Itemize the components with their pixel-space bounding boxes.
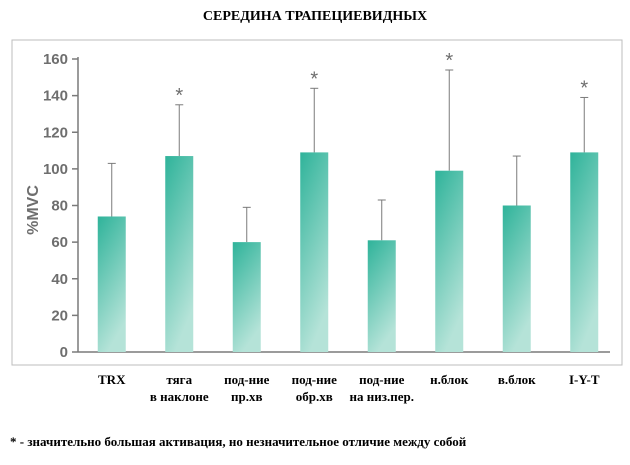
bar xyxy=(502,205,531,352)
y-tick-label: 140 xyxy=(43,88,68,105)
y-tick-label: 100 xyxy=(43,161,68,178)
category-label: в.блок xyxy=(498,372,536,387)
y-tick-label: 20 xyxy=(51,307,68,324)
significance-marker: * xyxy=(445,50,453,72)
y-tick-label: 120 xyxy=(43,124,68,141)
chart-title: СЕРЕДИНА ТРАПЕЦИЕВИДНЫХ xyxy=(202,9,428,24)
category-label: под-ние xyxy=(224,372,270,387)
bar xyxy=(300,152,329,352)
significance-marker: * xyxy=(580,77,588,99)
y-axis-label: %MVC xyxy=(25,185,42,235)
bar xyxy=(367,240,396,352)
category-label: в наклоне xyxy=(150,389,209,404)
y-tick-label: 40 xyxy=(51,271,68,288)
significance-marker: * xyxy=(175,85,183,107)
significance-marker: * xyxy=(310,68,318,90)
bars: * * * * xyxy=(97,50,599,352)
category-label: обр.хв xyxy=(296,389,333,404)
bar xyxy=(570,152,599,352)
bar xyxy=(435,170,464,352)
y-tick-label: 0 xyxy=(60,344,68,361)
bar xyxy=(165,156,194,352)
y-tick-label: 80 xyxy=(51,198,68,215)
y-tick-label: 160 xyxy=(43,51,68,68)
axes: 0 20 40 60 80 100 120 140 160 xyxy=(43,51,610,361)
bar xyxy=(97,216,126,352)
footnote: * - значительно большая активация, но не… xyxy=(10,434,467,449)
category-label: н.блок xyxy=(430,372,469,387)
category-labels: TRX тяга в наклоне под-ние пр.хв под-ние обр.х… xyxy=(98,372,600,404)
category-label: пр.хв xyxy=(231,389,263,404)
y-tick-label: 60 xyxy=(51,234,68,251)
category-label: под-ние xyxy=(292,372,338,387)
category-label: I-Y-T xyxy=(569,372,600,387)
bar xyxy=(232,242,261,352)
category-label: под-ние xyxy=(359,372,405,387)
category-label: тяга xyxy=(166,372,192,387)
category-label: TRX xyxy=(98,372,126,387)
category-label: на низ.пер. xyxy=(350,389,414,404)
